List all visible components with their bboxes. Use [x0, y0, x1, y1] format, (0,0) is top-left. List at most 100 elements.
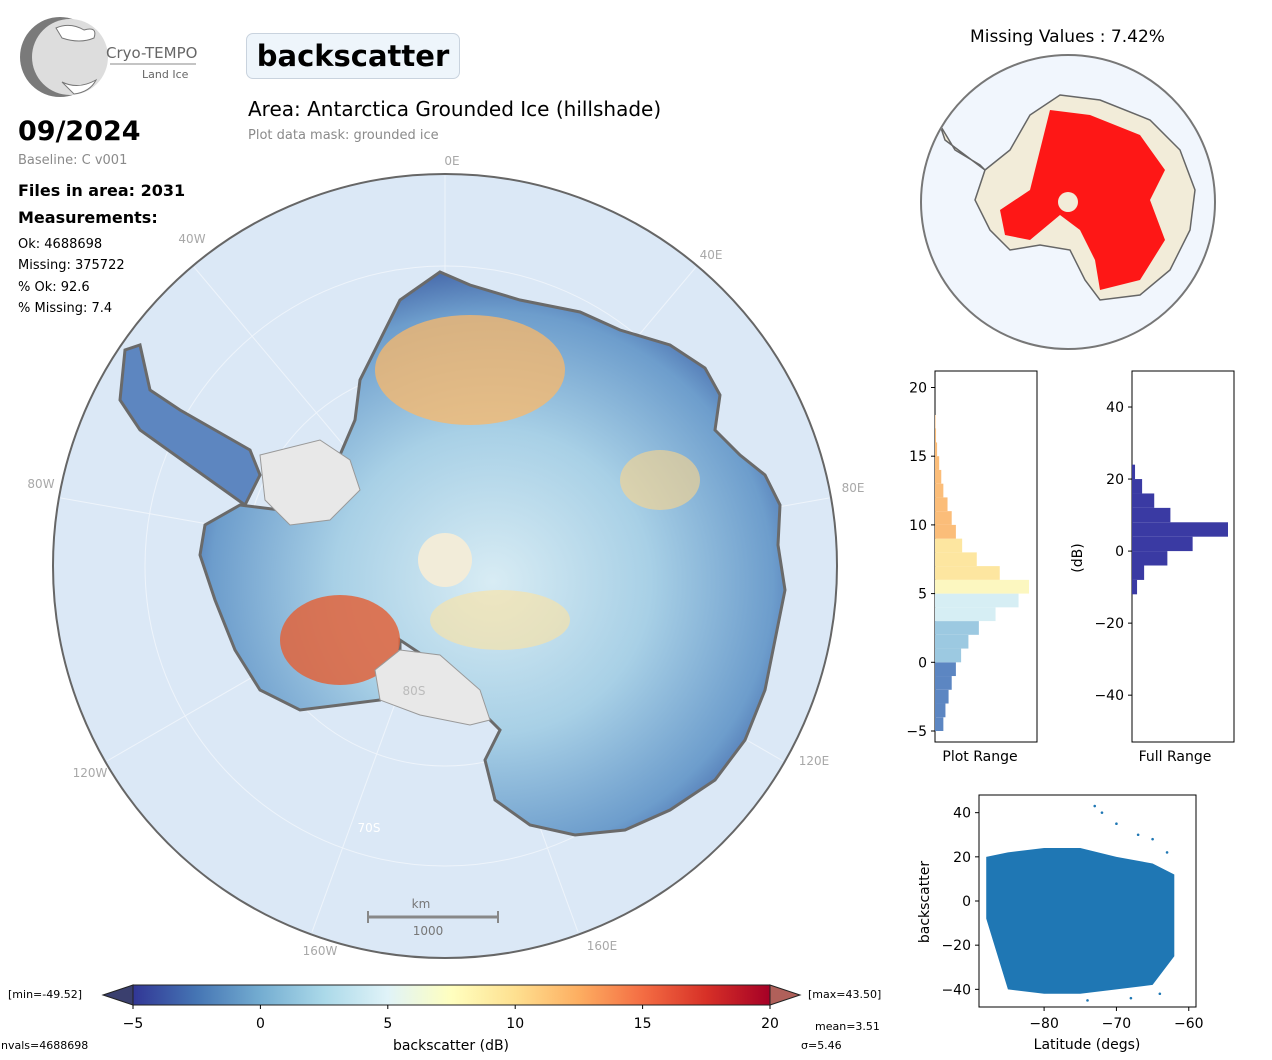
full-range-ytick-label: 0: [1115, 544, 1124, 560]
scatter-point-cloud: [986, 848, 1175, 994]
stat-ok: Ok: 4688698: [18, 237, 103, 252]
plot-range-bar: [935, 634, 969, 649]
lon-label-160e: 160E: [587, 939, 618, 953]
nvals-label: nvals=4688698: [1, 1039, 88, 1052]
plot-range-bar: [935, 689, 949, 704]
plot-range-bars: [935, 414, 1029, 732]
colorbar-tick-label: 15: [634, 1016, 652, 1032]
plot-range-ytick-label: 5: [918, 587, 927, 603]
full-range-ylabel: (dB): [1070, 543, 1086, 572]
lon-label-40w: 40W: [178, 232, 205, 246]
full-range-histogram: −40 −20 0 20 40 Full Range (dB): [1070, 370, 1235, 765]
plot-range-bar: [935, 524, 956, 539]
full-range-bars: [1132, 464, 1228, 595]
missing-data-region: [1000, 110, 1165, 290]
plot-range-bar: [935, 414, 936, 429]
full-range-yticks: −40 −20 0 20 40: [1094, 400, 1132, 704]
plot-range-bar: [935, 593, 1019, 608]
plot-range-bar: [935, 607, 996, 622]
scatter-point: [1129, 996, 1133, 1000]
full-range-ytick-label: 40: [1106, 400, 1124, 416]
scatter-point: [1151, 837, 1154, 841]
scatter-xtick-label: −70: [1102, 1016, 1132, 1032]
parameter-title: backscatter: [246, 33, 460, 79]
logo-subtitle: Land Ice: [142, 68, 189, 81]
lon-label-0e: 0E: [444, 154, 459, 168]
lat-label-70s: 70S: [358, 821, 381, 835]
scatter-point: [1093, 804, 1097, 808]
lon-label-160w: 160W: [303, 944, 338, 958]
missing-values-map: [920, 54, 1216, 350]
plot-range-bar: [935, 469, 942, 484]
area-title: Area: Antarctica Grounded Ice (hillshade…: [248, 97, 662, 121]
sigma-label: σ=5.46: [801, 1039, 842, 1052]
plot-range-ytick-label: −5: [906, 724, 927, 740]
plot-range-histogram: −5 0 5 10 15 20 Plot Range: [906, 370, 1038, 765]
scatter-point: [1136, 833, 1140, 837]
mask-label: Plot data mask: grounded ice: [248, 128, 439, 143]
scatter-point: [1115, 822, 1118, 826]
scale-bar-unit: km: [412, 897, 431, 911]
full-range-ytick-label: 20: [1106, 472, 1124, 488]
scatter-xlabel: Latitude (degs): [1034, 1037, 1141, 1053]
colorbar-min-extend: [101, 984, 134, 1006]
plot-range-yticks: −5 0 5 10 15 20: [906, 380, 935, 740]
plot-range-bar: [935, 511, 952, 525]
stat-missing: Missing: 375722: [18, 258, 125, 273]
lon-label-40e: 40E: [700, 248, 723, 262]
colorbar-tick-label: 5: [383, 1016, 392, 1032]
lat-label-80s: 80S: [403, 684, 426, 698]
colorbar: −5 0 5 10 15 20 [min=-49.52] [max=43.50] back…: [1, 984, 881, 1054]
full-range-bar: [1132, 579, 1138, 595]
baseline-label: Baseline: C v001: [18, 153, 128, 168]
colorbar-max-label: [max=43.50]: [808, 988, 881, 1001]
colorbar-min-label: [min=-49.52]: [8, 988, 82, 1001]
pole-hole: [418, 533, 472, 587]
plot-range-bar: [935, 676, 952, 690]
scatter-points: [986, 804, 1175, 1002]
logo-name: Cryo-TEMPO: [106, 44, 197, 62]
full-range-bar: [1132, 464, 1136, 480]
mean-label: mean=3.51: [815, 1020, 880, 1033]
colorbar-ticks: −5 0 5 10 15 20: [123, 1005, 779, 1032]
plot-range-bar: [935, 703, 946, 718]
plot-range-ytick-label: 20: [909, 380, 927, 396]
measurements-heading: Measurements:: [18, 208, 158, 227]
scale-bar-value: 1000: [413, 924, 444, 938]
plot-range-ytick-label: 15: [909, 449, 927, 465]
full-range-bar: [1132, 507, 1171, 523]
ronne-ice-shelf: [259, 439, 361, 526]
plot-range-bar: [935, 662, 956, 677]
colorbar-gradient: [132, 984, 771, 1006]
full-range-bar: [1132, 551, 1168, 566]
lon-label-80e: 80E: [842, 481, 865, 495]
high-backscatter-region-west: [280, 595, 400, 685]
plot-range-bar: [935, 566, 1000, 580]
stat-pct-missing: % Missing: 7.4: [18, 301, 113, 316]
latitude-labels: 80S 70S: [358, 684, 426, 835]
scatter-point: [1086, 999, 1089, 1002]
scatter-point: [1165, 851, 1169, 854]
plot-range-ytick-label: 10: [909, 518, 927, 534]
colorbar-label: backscatter (dB): [393, 1038, 509, 1054]
date-label: 09/2024: [18, 116, 141, 147]
cryo-tempo-logo: Cryo-TEMPO Land Ice: [18, 16, 208, 100]
scatter-yticks: −40 −20 0 20 40: [941, 806, 979, 998]
scatter-xticks: −80 −70 −60: [1029, 1007, 1204, 1032]
scatter-ylabel: backscatter: [917, 861, 933, 943]
antarctic-peninsula: [118, 343, 262, 508]
plot-range-bar: [935, 538, 963, 553]
scatter-ytick-label: 0: [962, 894, 971, 910]
full-range-bar: [1132, 479, 1143, 494]
full-range-bar: [1132, 493, 1155, 508]
scatter-ytick-label: −40: [941, 982, 971, 998]
scatter-point: [1100, 811, 1104, 814]
latitude-scatter-plot: −80 −70 −60 −40 −20 0 20 40 Latitude (degs) ba…: [917, 794, 1204, 1053]
missing-values-title: Missing Values : 7.42%: [970, 27, 1165, 47]
antarctica-grounded-ice: [198, 270, 787, 837]
plot-range-ytick-label: 0: [918, 655, 927, 671]
colorbar-tick-label: 10: [506, 1016, 524, 1032]
plot-range-bar: [935, 717, 944, 732]
plot-range-bar: [935, 456, 940, 470]
